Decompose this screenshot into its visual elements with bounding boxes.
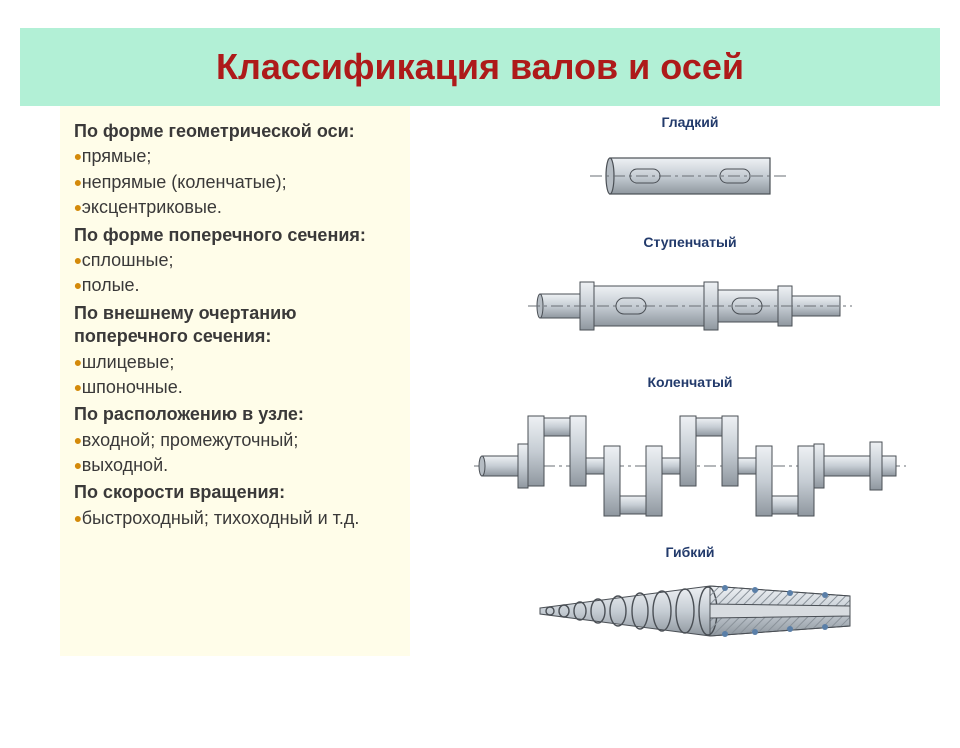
diagram-label: Гладкий xyxy=(440,114,940,130)
diagrams-column: Гладкий Ступенчатый xyxy=(440,106,940,656)
category-heading: По скорости вращения: xyxy=(68,481,402,504)
bullet-icon: • xyxy=(74,428,82,453)
page-title: Классификация валов и осей xyxy=(40,46,920,88)
bullet-icon: • xyxy=(74,145,82,170)
category-heading: По внешнему очертанию поперечного сечени… xyxy=(68,302,402,349)
bullet-icon: • xyxy=(74,350,82,375)
bullet-icon: • xyxy=(74,248,82,273)
bullet-item: •прямые; xyxy=(68,145,402,168)
diagram-smooth: Гладкий xyxy=(440,114,940,216)
bullet-text: входной; промежуточный; xyxy=(82,430,299,450)
bullet-item: •полые. xyxy=(68,274,402,297)
bullet-text: прямые; xyxy=(82,146,152,166)
bullet-text: непрямые (коленчатые); xyxy=(82,172,287,192)
diagram-flexible: Гибкий xyxy=(440,544,940,656)
bullet-item: •сплошные; xyxy=(68,249,402,272)
diagram-stepped: Ступенчатый xyxy=(440,234,940,356)
bullet-item: •шлицевые; xyxy=(68,351,402,374)
bullet-text: сплошные; xyxy=(82,250,174,270)
text-column: По форме геометрической оси:•прямые;•неп… xyxy=(60,106,410,656)
diagram-label: Гибкий xyxy=(440,544,940,560)
diagram-label: Ступенчатый xyxy=(440,234,940,250)
category-heading: По расположению в узле: xyxy=(68,403,402,426)
bullet-item: •шпоночные. xyxy=(68,376,402,399)
bullet-text: полые. xyxy=(82,275,140,295)
bullet-icon: • xyxy=(74,170,82,195)
bullet-icon: • xyxy=(74,453,82,478)
flexible-shaft-svg xyxy=(510,566,870,656)
bullet-item: •выходной. xyxy=(68,454,402,477)
bullet-text: шлицевые; xyxy=(82,352,175,372)
bullet-icon: • xyxy=(74,506,82,531)
header-bar: Классификация валов и осей xyxy=(20,28,940,106)
bullet-item: •входной; промежуточный; xyxy=(68,429,402,452)
bullet-icon: • xyxy=(74,195,82,220)
stepped-shaft-svg xyxy=(520,256,860,356)
bullet-item: •быстроходный; тихоходный и т.д. xyxy=(68,507,402,530)
bullet-text: эксцентриковые. xyxy=(82,197,222,217)
diagram-label: Коленчатый xyxy=(440,374,940,390)
category-heading: По форме геометрической оси: xyxy=(68,120,402,143)
bullet-item: •эксцентриковые. xyxy=(68,196,402,219)
category-heading: По форме поперечного сечения: xyxy=(68,224,402,247)
diagram-crank: Коленчатый xyxy=(440,374,940,526)
smooth-shaft-svg xyxy=(560,136,820,216)
bullet-icon: • xyxy=(74,375,82,400)
bullet-text: шпоночные. xyxy=(82,377,183,397)
bullet-item: •непрямые (коленчатые); xyxy=(68,171,402,194)
bullet-text: выходной. xyxy=(82,455,168,475)
bullet-text: быстроходный; тихоходный и т.д. xyxy=(82,508,360,528)
content-wrap: По форме геометрической оси:•прямые;•неп… xyxy=(0,106,960,676)
bullet-icon: • xyxy=(74,274,82,299)
crankshaft-svg xyxy=(470,396,910,526)
